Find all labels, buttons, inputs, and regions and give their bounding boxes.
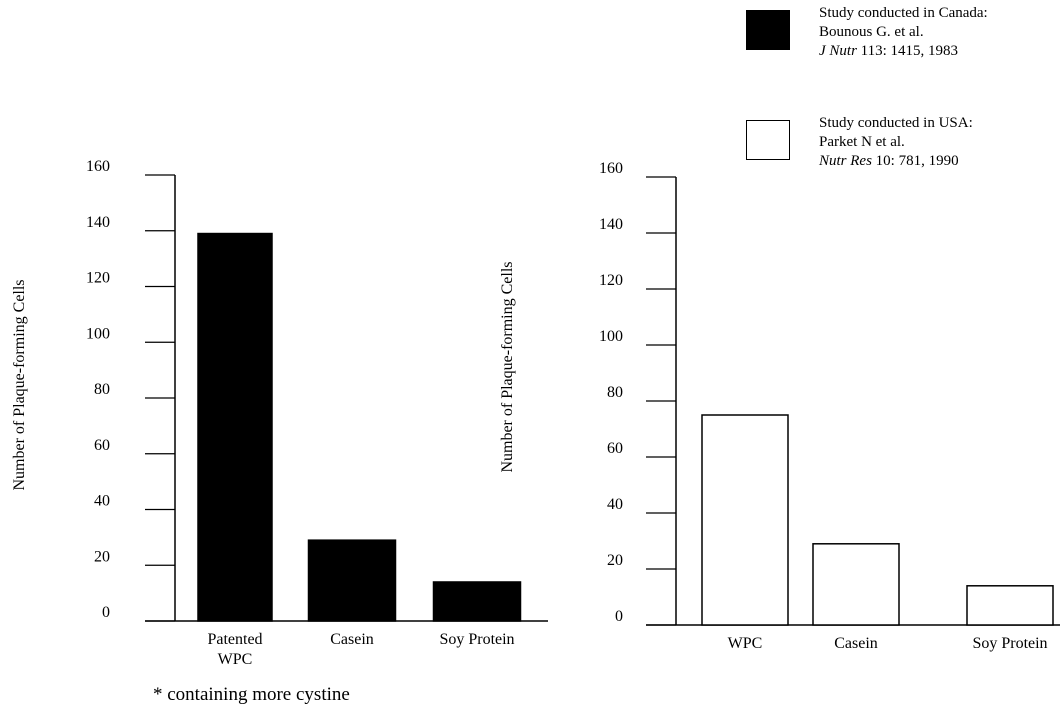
y-axis-label: Number of Plaque-forming Cells (11, 279, 28, 490)
legend-reference: 10: 781, 1990 (871, 153, 959, 169)
y-tick-label: 120 (86, 270, 110, 287)
x-category-label: Soy Protein (972, 635, 1047, 652)
bar-soy-protein (966, 585, 1054, 626)
legend-line: Study conducted in Canada: (819, 5, 988, 21)
y-tick-label: 80 (94, 381, 110, 398)
y-tick-label: 140 (86, 214, 110, 231)
legend-journal: Nutr Res (819, 153, 872, 169)
bar-soy-protein (432, 581, 522, 622)
y-tick-label: 120 (599, 272, 623, 289)
legend-line: Bounous G. et al. (819, 24, 924, 40)
y-tick-label: 60 (607, 440, 623, 457)
legend-citation: Nutr Res 10: 781, 1990 (819, 152, 973, 171)
y-tick-label: 160 (599, 160, 623, 177)
bar-wpc (701, 414, 789, 626)
y-tick-label: 20 (94, 548, 110, 565)
legend-line: Parket N et al. (819, 134, 905, 150)
x-category-label: Casein (834, 635, 878, 652)
legend-text-usa: Study conducted in USA: Parket N et al. … (819, 114, 973, 171)
y-tick-label: 0 (615, 608, 623, 625)
bar-casein (307, 539, 397, 622)
chart-usa: 0 20 40 60 80 100 120 140 160 Number of Plaque-fo… (499, 160, 1060, 652)
legend-journal: J Nutr (819, 43, 857, 59)
y-tick-label: 0 (102, 604, 110, 621)
chart-canada: 0 20 40 60 80 100 120 140 160 Number of Plaque-fo… (11, 158, 548, 668)
x-category-label: Casein (330, 631, 374, 648)
x-category-label: Soy Protein (439, 631, 514, 648)
bar-casein (812, 543, 900, 626)
y-tick-label: 80 (607, 384, 623, 401)
y-tick-label: 20 (607, 552, 623, 569)
y-tick-label: 60 (94, 437, 110, 454)
legend-line: Study conducted in USA: (819, 115, 973, 131)
footnote: * containing more cystine (153, 684, 350, 705)
y-tick-label: 40 (94, 493, 110, 510)
x-category-label: WPC (218, 651, 253, 668)
y-tick-label: 140 (599, 216, 623, 233)
legend-citation: J Nutr 113: 1415, 1983 (819, 42, 988, 61)
bar-patented-wpc (197, 232, 273, 622)
x-category-label: WPC (728, 635, 763, 652)
legend-swatch-filled (746, 10, 790, 50)
y-tick-label: 100 (599, 328, 623, 345)
y-tick-label: 100 (86, 325, 110, 342)
legend-text-canada: Study conducted in Canada: Bounous G. et… (819, 4, 988, 61)
y-tick-label: 40 (607, 496, 623, 513)
y-tick-label: 160 (86, 158, 110, 175)
legend-reference: 113: 1415, 1983 (856, 43, 959, 59)
x-category-label: Patented (207, 631, 262, 648)
legend-swatch-empty (746, 120, 790, 160)
y-axis-label: Number of Plaque-forming Cells (499, 261, 516, 472)
